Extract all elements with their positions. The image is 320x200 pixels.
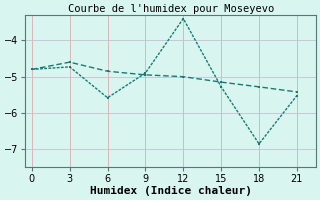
Title: Courbe de l'humidex pour Moseyevo: Courbe de l'humidex pour Moseyevo	[68, 4, 274, 14]
X-axis label: Humidex (Indice chaleur): Humidex (Indice chaleur)	[90, 186, 252, 196]
